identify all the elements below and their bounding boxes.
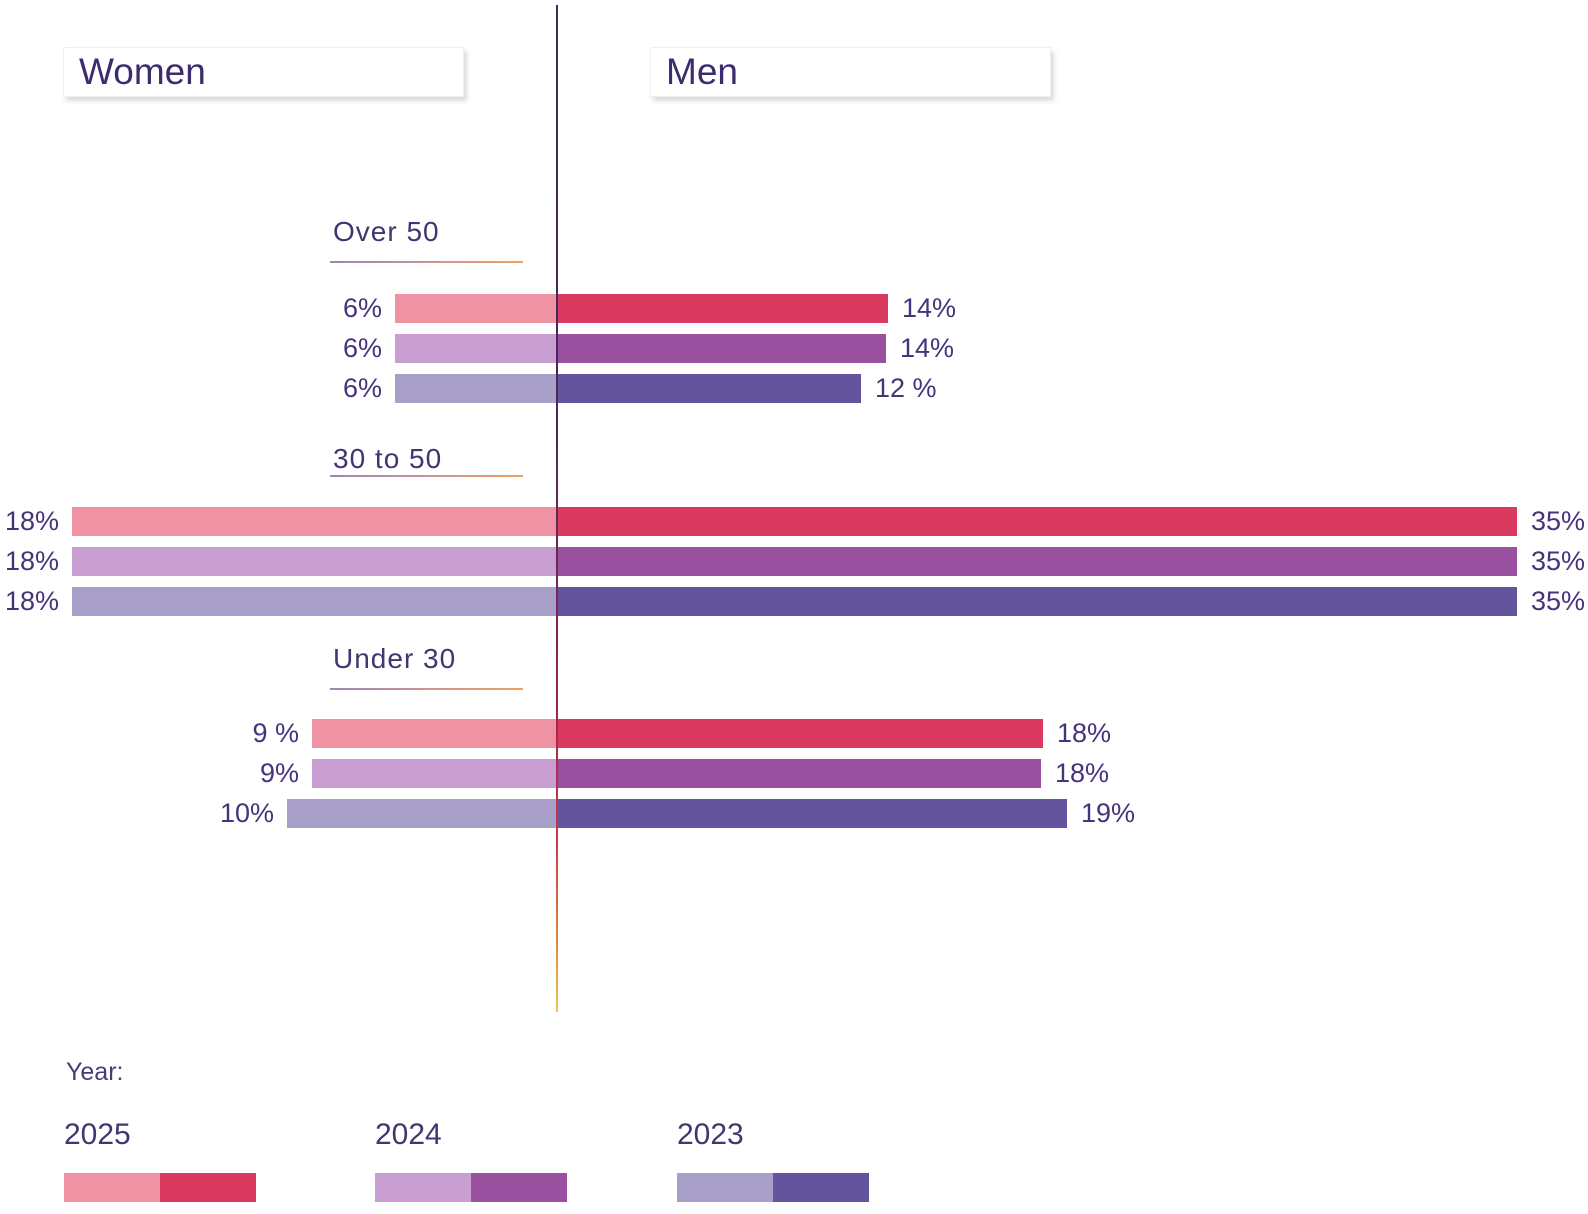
bar-row-under30-2024: 9% 18%	[0, 759, 1588, 788]
bar-row-under30-2023: 10% 19%	[0, 799, 1588, 828]
group-under-30-bars: 9 % 18% 9% 18% 10% 19%	[0, 719, 1588, 839]
bar-row-30to50-2025: 18% 35%	[0, 507, 1588, 536]
bar-row-under30-2025: 9 % 18%	[0, 719, 1588, 748]
women-bar	[395, 374, 557, 403]
men-value-label: 35%	[1531, 546, 1586, 576]
women-bar	[287, 799, 557, 828]
legend-swatch-light	[375, 1173, 471, 1202]
men-bar	[557, 374, 861, 403]
center-axis-line	[556, 5, 558, 1012]
group-over-50-label: Over 50	[333, 216, 440, 247]
women-value-label: 10%	[219, 798, 274, 828]
legend-item-2025: 2025	[64, 1118, 256, 1202]
women-title-box: Women	[63, 47, 464, 97]
bar-row-over50-2025: 6% 14%	[0, 294, 1588, 323]
men-bar	[557, 507, 1517, 536]
men-value-label: 18%	[1055, 758, 1110, 788]
legend-swatch-2025	[64, 1173, 256, 1202]
group-over-50-bars: 6% 14% 6% 14% 6% 12 %	[0, 294, 1588, 414]
men-bar	[557, 334, 886, 363]
women-bar	[312, 719, 557, 748]
men-bar	[557, 547, 1517, 576]
legend-swatch-dark	[773, 1173, 869, 1202]
men-bar	[557, 759, 1041, 788]
women-value-label: 9 %	[252, 718, 299, 748]
group-30-to-50-underline	[330, 475, 523, 477]
legend-title: Year:	[66, 1058, 124, 1086]
women-value-label: 6%	[342, 293, 382, 323]
legend-swatch-2024	[375, 1173, 567, 1202]
women-bar	[72, 547, 557, 576]
women-value-label: 18%	[4, 506, 59, 536]
men-title-box: Men	[650, 47, 1051, 97]
women-value-label: 18%	[4, 546, 59, 576]
legend-swatch-light	[64, 1173, 160, 1202]
legend-year-label: 2024	[375, 1118, 442, 1151]
group-30-to-50-bars: 18% 35% 18% 35% 18% 35%	[0, 507, 1588, 627]
women-bar	[395, 294, 557, 323]
women-value-label: 6%	[342, 333, 382, 363]
legend-swatch-2023	[677, 1173, 869, 1202]
men-bar	[557, 294, 888, 323]
men-bar	[557, 799, 1067, 828]
group-over-50-underline	[330, 261, 523, 263]
women-bar	[395, 334, 557, 363]
women-bar	[72, 587, 557, 616]
legend-item-2024: 2024	[375, 1118, 567, 1202]
men-title: Men	[666, 51, 738, 92]
men-value-label: 35%	[1531, 586, 1586, 616]
women-title: Women	[79, 51, 206, 92]
bar-row-over50-2023: 6% 12 %	[0, 374, 1588, 403]
women-value-label: 18%	[4, 586, 59, 616]
legend-swatch-dark	[160, 1173, 256, 1202]
legend-swatch-dark	[471, 1173, 567, 1202]
women-value-label: 9%	[259, 758, 299, 788]
men-value-label: 14%	[902, 293, 957, 323]
men-bar	[557, 719, 1043, 748]
men-value-label: 18%	[1057, 718, 1112, 748]
women-bar	[72, 507, 557, 536]
bar-row-30to50-2024: 18% 35%	[0, 547, 1588, 576]
men-bar	[557, 587, 1517, 616]
group-under-30-label: Under 30	[333, 643, 457, 674]
women-bar	[312, 759, 557, 788]
men-value-label: 14%	[900, 333, 955, 363]
legend-year-label: 2025	[64, 1118, 131, 1151]
group-30-to-50-label: 30 to 50	[333, 443, 443, 474]
legend-swatch-light	[677, 1173, 773, 1202]
legend-year-label: 2023	[677, 1118, 744, 1151]
legend-item-2023: 2023	[677, 1118, 869, 1202]
bar-row-30to50-2023: 18% 35%	[0, 587, 1588, 616]
men-value-label: 35%	[1531, 506, 1586, 536]
women-value-label: 6%	[342, 373, 382, 403]
men-value-label: 12 %	[875, 373, 937, 403]
group-under-30-underline	[330, 688, 523, 690]
bar-row-over50-2024: 6% 14%	[0, 334, 1588, 363]
men-value-label: 19%	[1081, 798, 1136, 828]
